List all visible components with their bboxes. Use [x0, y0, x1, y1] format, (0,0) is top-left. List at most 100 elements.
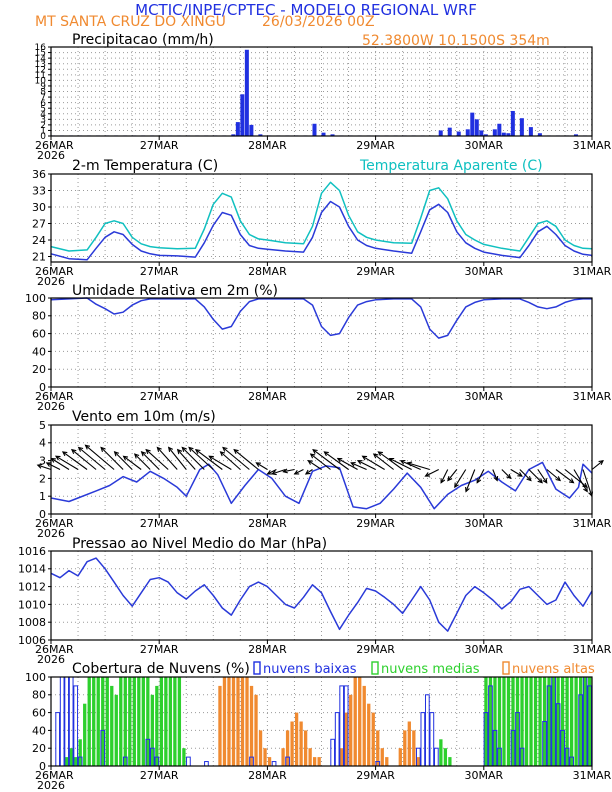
y-tick-label: 12 [35, 65, 46, 75]
wind-arrow [134, 453, 151, 470]
y-tick-label: 10 [35, 77, 47, 87]
x-tick-label: 28MAR [248, 265, 287, 278]
wind-arrow-head [255, 462, 261, 467]
temperature-title: 2-m Temperatura (C) [72, 158, 218, 174]
wind-arrow-head [537, 478, 543, 484]
wind-arrow [123, 455, 142, 470]
wind-arrow [85, 444, 115, 470]
wind-arrow-head [476, 478, 482, 484]
wind-arrow [425, 469, 439, 477]
precip-bar [474, 119, 479, 136]
temperature-line [50, 200, 593, 261]
wind-arrow-head [465, 486, 470, 493]
cloud-bar-medias [448, 757, 452, 766]
coords-label: 52.3800W 10.1500S 354m [362, 33, 550, 49]
cloud-bar-medias [533, 677, 538, 766]
cloud-bar-altas [340, 748, 344, 766]
wind-arrow-head [312, 448, 318, 454]
cloud-bar-altas [312, 757, 317, 766]
cloud-bar-altas [254, 694, 258, 766]
precip-bar [258, 134, 263, 136]
precip-bar [321, 132, 326, 136]
cloud-bar-medias [488, 677, 493, 766]
cloud-legend-label: nuvens altas [512, 662, 595, 677]
y-tick-label: 0 [40, 132, 46, 142]
cloud-bar-medias [538, 677, 542, 766]
cloud-bar-medias [150, 694, 154, 766]
panel-temperature: 21 24 27 30 33 36 26MAR 27MAR 28MAR 29MAR 30MAR 31M… [32, 168, 612, 288]
cloud-bar-medias [65, 757, 69, 766]
cloud-bar-medias [506, 677, 511, 766]
precip-bar [528, 127, 533, 136]
cloud-bar-altas [412, 730, 416, 766]
x-year-label: 2026 [37, 275, 65, 288]
cloud-bar-medias [96, 677, 100, 766]
cloud-bar-altas [267, 757, 272, 766]
cloud-bar-altas [290, 721, 294, 766]
y-tick-label: 1016 [18, 545, 46, 558]
cloud-bar-altas [294, 712, 299, 766]
wind-arrow-head [45, 462, 52, 467]
wind-arrow-head [454, 482, 459, 489]
x-tick-label: 29MAR [356, 643, 395, 656]
x-tick-label: 27MAR [140, 390, 179, 403]
wind-arrow [528, 469, 543, 484]
x-tick-label: 27MAR [140, 139, 179, 152]
y-tick-label: 5 [39, 419, 46, 432]
cloud-bar-medias [137, 677, 141, 766]
wind-arrow [510, 469, 523, 477]
wind-arrow [350, 462, 367, 471]
wind-arrow-head [188, 446, 194, 452]
panel-clouds: 0 20 40 60 80 100 26MAR 27MAR 28MAR 29MAR 30MAR 31M… [25, 671, 612, 792]
main-title: MCTIC/INPE/CPTEC - MODELO REGIONAL WRF [135, 1, 477, 19]
x-year-label: 2026 [37, 527, 65, 540]
cloud-bar-altas [227, 677, 231, 766]
precip-bar [537, 133, 542, 136]
cloud-bar-altas [362, 685, 366, 766]
x-tick-label: 30MAR [464, 769, 503, 782]
cloud-bar-medias [515, 677, 520, 766]
wind-arrow-head [271, 470, 277, 476]
wind-arrow [373, 453, 394, 470]
x-tick-label: 26MAR [35, 139, 74, 152]
panel-pressure: 1006 1008 1010 1012 1014 1016 26MAR 27MAR 28MAR 2… [18, 545, 612, 666]
cloud-bar-medias [511, 677, 515, 766]
precip-bar [519, 118, 524, 136]
wind-arrow-head [323, 451, 329, 457]
cloud-bar-medias [524, 677, 529, 766]
y-tick-label: 100 [25, 292, 46, 305]
wind-arrow [337, 458, 358, 470]
wind-arrow [100, 447, 124, 470]
cloud-bar-altas [403, 730, 407, 766]
wind-arrow-head [555, 476, 562, 482]
x-tick-label: 29MAR [356, 769, 395, 782]
x-tick-label: 29MAR [356, 265, 395, 278]
wind-arrow [389, 458, 412, 470]
wind-arrow-head [406, 461, 413, 467]
plot-frame [50, 676, 593, 767]
cloud-bar-altas [218, 685, 222, 766]
precip-bar [438, 130, 443, 136]
precip-bar [573, 134, 578, 136]
wind-arrow-head [350, 462, 356, 467]
wind-arrow-head [266, 469, 273, 475]
wind-arrow-head [569, 478, 575, 484]
wind-arrow [312, 449, 340, 470]
x-tick-label: 30MAR [464, 139, 503, 152]
precip-bar [479, 130, 484, 136]
plot-frame [50, 297, 593, 388]
wind-arrow-head [377, 451, 383, 457]
y-tick-label: 0 [39, 760, 46, 773]
precip-bar [447, 127, 452, 136]
x-tick-label: 31MAR [573, 139, 612, 152]
cloud-bar-medias [114, 694, 118, 766]
cloud-bar-medias [182, 748, 186, 766]
wind-arrow [168, 447, 187, 470]
wind-arrow [51, 458, 70, 470]
precip-bar [510, 110, 515, 136]
wind-arrow [555, 469, 574, 484]
y-tick-label: 1 [40, 127, 46, 137]
precip-bar [235, 122, 240, 136]
wind-arrow [310, 453, 331, 470]
